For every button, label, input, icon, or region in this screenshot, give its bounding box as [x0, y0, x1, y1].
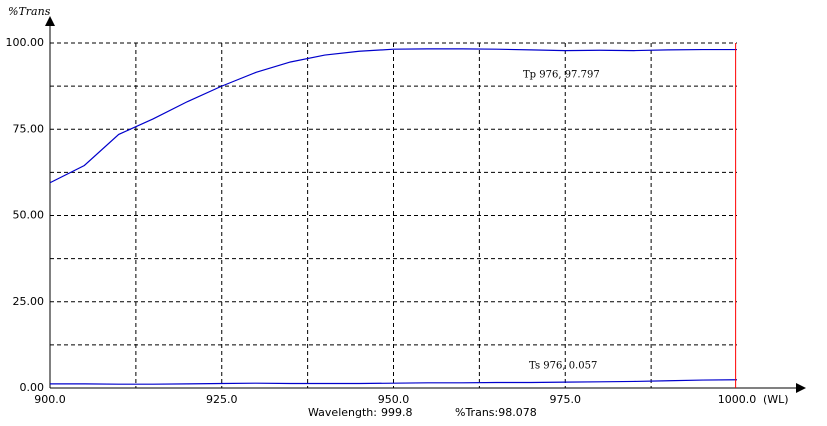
- y-tick-label: 100.00: [6, 36, 45, 49]
- status-value: 999.8: [381, 406, 413, 419]
- status-wavelength: Wavelength: 999.8: [308, 406, 412, 419]
- y-axis-arrow: [45, 16, 55, 26]
- status-label: Wavelength:: [308, 406, 377, 419]
- x-tick-label: 925.0: [206, 393, 238, 406]
- data-line: [50, 379, 738, 385]
- y-tick-label: 25.00: [13, 295, 45, 308]
- annotation: Ts 976, 0.057: [529, 361, 597, 372]
- y-tick-label: 0.00: [20, 381, 45, 394]
- status-trans: %Trans:98.078: [455, 406, 537, 419]
- y-axis-label: %Trans: [8, 5, 51, 18]
- data-line: [49, 48, 737, 184]
- status-value: 98.078: [498, 406, 537, 419]
- status-label: %Trans:: [455, 406, 498, 419]
- annotation: Tp 976, 97.797: [523, 70, 600, 81]
- x-axis-arrow: [796, 383, 806, 393]
- y-tick-label: 50.00: [13, 209, 45, 222]
- x-tick-label: 975.0: [550, 393, 582, 406]
- x-tick-label: 900.0: [34, 393, 66, 406]
- y-tick-label: 75.00: [13, 122, 45, 135]
- x-axis-label: (WL): [763, 393, 789, 406]
- x-tick-label: 950.0: [378, 393, 410, 406]
- x-tick-label: 1000.0: [718, 393, 757, 406]
